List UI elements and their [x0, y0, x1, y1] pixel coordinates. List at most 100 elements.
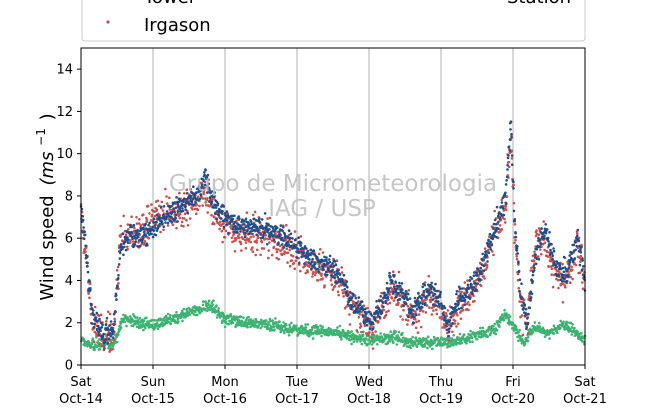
data-point — [563, 277, 566, 281]
data-point — [360, 338, 364, 341]
data-point — [550, 267, 554, 271]
data-point — [172, 207, 175, 210]
data-point — [507, 165, 511, 169]
data-point — [207, 178, 210, 181]
data-point — [103, 340, 107, 344]
data-point — [247, 315, 250, 319]
data-point — [422, 290, 426, 294]
data-point — [417, 303, 421, 306]
data-point — [571, 277, 574, 281]
data-point — [95, 311, 99, 315]
data-point — [202, 190, 206, 194]
data-point — [532, 264, 536, 267]
data-point — [394, 280, 397, 284]
data-point — [187, 306, 190, 310]
data-point — [561, 280, 564, 283]
data-point — [516, 252, 519, 255]
data-point — [437, 302, 441, 306]
data-point — [109, 320, 113, 323]
data-point — [405, 302, 408, 306]
data-point — [437, 300, 440, 303]
data-point — [385, 293, 388, 297]
data-point — [164, 187, 167, 191]
data-point — [267, 223, 271, 227]
data-point — [510, 157, 514, 160]
data-point — [358, 310, 361, 313]
data-point — [432, 309, 435, 312]
data-point — [150, 318, 154, 322]
data-point — [161, 213, 165, 217]
data-point — [208, 196, 212, 200]
data-point — [453, 319, 457, 323]
data-point — [247, 232, 251, 235]
data-point — [295, 324, 298, 328]
data-point — [155, 213, 159, 217]
data-point — [526, 336, 530, 339]
data-point — [333, 271, 336, 274]
data-point — [174, 216, 177, 220]
data-point — [337, 277, 341, 281]
data-point — [414, 310, 417, 313]
data-point — [173, 210, 176, 214]
data-point — [246, 221, 250, 224]
data-point — [346, 329, 350, 333]
data-point — [398, 298, 402, 301]
data-point — [289, 236, 292, 240]
data-point — [527, 312, 530, 316]
data-point — [224, 215, 228, 218]
data-point — [501, 316, 505, 320]
data-point — [339, 335, 343, 339]
data-point — [147, 237, 151, 240]
data-point — [99, 321, 103, 325]
data-point — [162, 228, 165, 232]
data-point — [542, 237, 546, 240]
data-point — [559, 319, 562, 323]
data-point — [179, 209, 183, 213]
data-point — [414, 342, 417, 346]
data-point — [137, 232, 140, 235]
data-point — [516, 245, 519, 248]
data-point — [275, 226, 279, 230]
data-point — [391, 279, 394, 283]
data-point — [221, 212, 224, 215]
y-axis-ticks: 0 2 4 6 8 10 12 14 — [56, 63, 81, 374]
data-point — [194, 201, 197, 204]
x-tick-label-day: Wed — [355, 375, 383, 390]
data-point — [406, 323, 409, 326]
data-point — [518, 290, 521, 293]
data-point — [545, 228, 549, 231]
data-point — [436, 336, 440, 340]
data-point — [230, 224, 234, 227]
data-point — [479, 284, 483, 288]
data-point — [458, 332, 462, 336]
data-point — [217, 307, 220, 310]
data-point — [342, 274, 346, 277]
data-point — [252, 320, 256, 324]
data-point — [449, 316, 453, 319]
data-point — [415, 303, 419, 307]
data-point — [92, 340, 96, 344]
data-point — [162, 205, 166, 208]
data-point — [282, 239, 285, 242]
data-point — [483, 277, 486, 280]
data-point — [196, 208, 200, 212]
data-point — [189, 194, 193, 198]
data-point — [392, 299, 396, 302]
data-point — [242, 316, 245, 319]
data-point — [388, 340, 392, 343]
data-point — [204, 308, 207, 312]
data-point — [271, 226, 275, 230]
data-point — [137, 241, 140, 244]
data-point — [449, 322, 452, 326]
data-point — [212, 299, 215, 303]
data-point — [300, 324, 304, 328]
data-point — [299, 269, 302, 273]
data-point — [280, 236, 284, 240]
data-point — [113, 320, 117, 323]
data-point — [569, 275, 572, 279]
data-point — [360, 310, 364, 314]
data-point — [484, 268, 488, 271]
data-point — [577, 239, 581, 243]
data-point — [178, 216, 182, 220]
data-point — [260, 224, 264, 228]
